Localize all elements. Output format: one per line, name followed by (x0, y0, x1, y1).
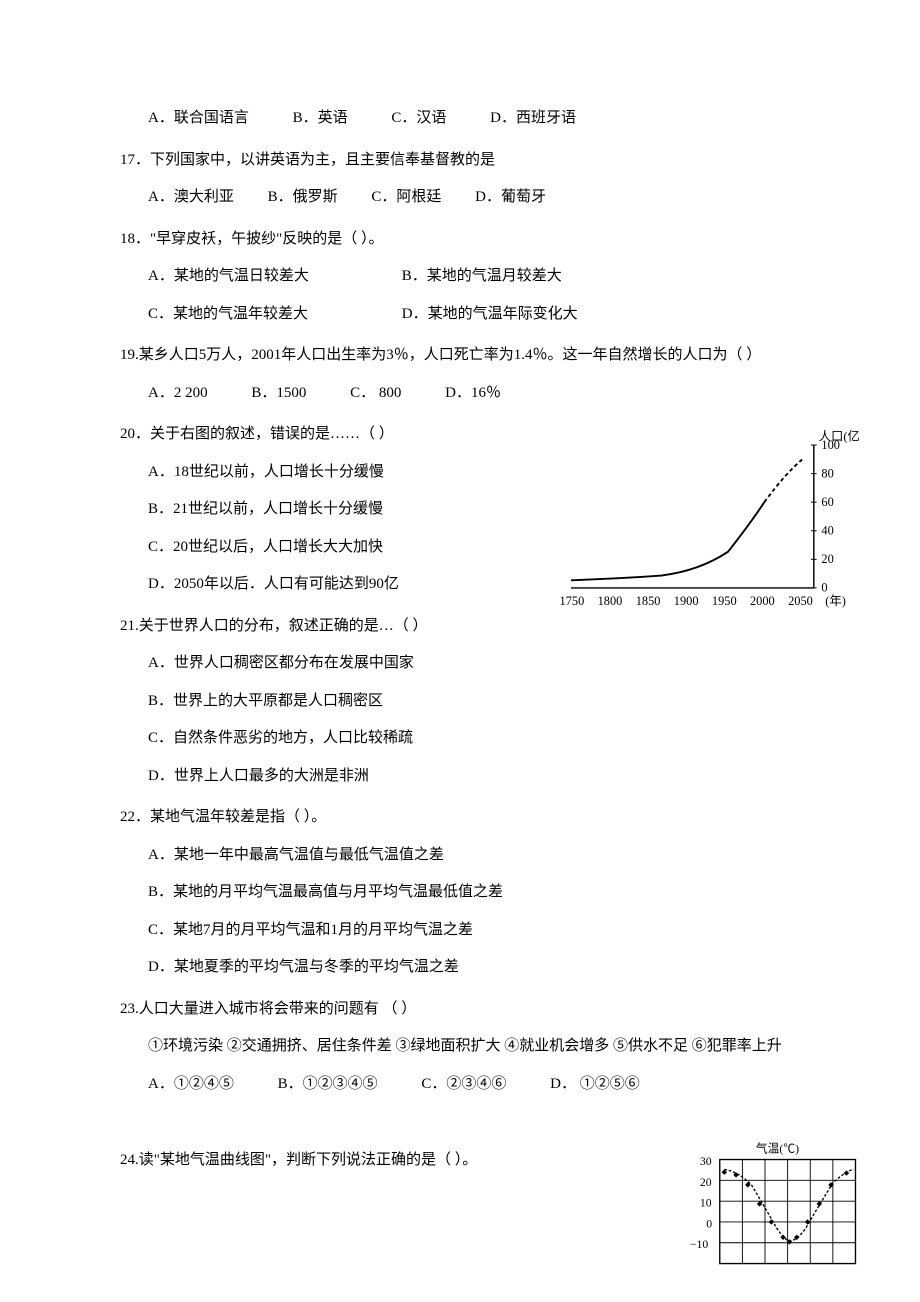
option-a: A．18世纪以前，人口增长十分缓慢 (120, 454, 520, 492)
option-a: A．①②④⑤ (148, 1066, 234, 1104)
option-d: D．16％ (445, 375, 501, 413)
svg-text:80: 80 (821, 466, 833, 480)
question-19: 19.某乡人口5万人，2001年人口出生率为3％，人口死亡率为1.4％。这一年自… (120, 337, 800, 412)
option-b: B．英语 (293, 100, 348, 138)
option-d: D．某地夏季的平均气温与冬季的平均气温之差 (120, 949, 800, 987)
option-d: D．2050年以后．人口有可能达到90亿 (120, 566, 520, 604)
chart2-ylabel: 气温(℃) (756, 1141, 799, 1155)
option-a: A．某地的气温日较差大 (148, 258, 398, 296)
svg-text:(年): (年) (825, 594, 846, 608)
option-a: A．澳大利亚 (148, 179, 234, 217)
chart2-grid (720, 1160, 856, 1264)
chart1-curve-dashed (764, 459, 802, 502)
svg-text:100: 100 (821, 438, 840, 452)
question-text: 20．关于右图的叙述，错误的是……（ ） (120, 416, 520, 454)
option-c: C．阿根廷 (371, 179, 441, 217)
svg-text:10: 10 (700, 1197, 712, 1210)
svg-text:1750: 1750 (560, 594, 585, 608)
svg-text:−10: −10 (690, 1238, 709, 1251)
option-c: C．某地7月的月平均气温和1月的月平均气温之差 (120, 912, 800, 950)
option-b: B．俄罗斯 (268, 179, 338, 217)
svg-text:0: 0 (706, 1217, 712, 1230)
question-18: 18．"早穿皮袄，午披纱"反映的是（ ）。 A．某地的气温日较差大 B．某地的气… (120, 221, 800, 334)
option-d: D．葡萄牙 (475, 179, 546, 217)
chart1-curve (571, 502, 764, 580)
question-text: 18．"早穿皮袄，午披纱"反映的是（ ）。 (120, 221, 800, 259)
option-b: B．21世纪以前，人口增长十分缓慢 (120, 491, 520, 529)
option-c: C．自然条件恶劣的地方，人口比较稀疏 (120, 720, 800, 758)
option-d: D． ①②⑤⑥ (550, 1066, 640, 1104)
svg-text:1900: 1900 (674, 594, 699, 608)
option-b: B．某地的气温月较差大 (402, 268, 562, 284)
option-d: D．某地的气温年际变化大 (402, 306, 578, 322)
question-text: 23.人口大量进入城市将会带来的问题有 （ ） (120, 991, 800, 1029)
svg-text:1850: 1850 (636, 594, 661, 608)
svg-text:20: 20 (700, 1176, 712, 1189)
option-a: A．联合国语言 (148, 100, 249, 138)
option-c: C． 800 (350, 375, 401, 413)
chart1-xticks: 1750 1800 1850 1900 1950 2000 2050 (年) (560, 594, 846, 608)
svg-text:0: 0 (821, 581, 827, 595)
population-chart: 人口(亿) 0 20 40 60 80 100 1750 1800 1850 1… (520, 426, 860, 626)
question-24: 24.读"某地气温曲线图"，判断下列说法正确的是（ ）。 气温(℃) 30 20… (120, 1142, 800, 1180)
svg-text:30: 30 (700, 1155, 712, 1168)
temperature-chart: 气温(℃) 30 20 10 0 −10 (670, 1132, 860, 1292)
svg-text:60: 60 (821, 495, 833, 509)
svg-text:20: 20 (821, 552, 833, 566)
question-17: 17．下列国家中，以讲英语为主，且主要信奉基督教的是 A．澳大利亚 B．俄罗斯 … (120, 142, 800, 217)
question-20: 20．关于右图的叙述，错误的是……（ ） A．18世纪以前，人口增长十分缓慢 B… (120, 416, 800, 604)
option-c: C．②③④⑥ (421, 1066, 506, 1104)
svg-text:1800: 1800 (598, 594, 623, 608)
svg-text:40: 40 (821, 524, 833, 538)
question-22: 22．某地气温年较差是指（ ）。 A．某地一年中最高气温值与最低气温值之差 B．… (120, 799, 800, 987)
chart1-yticks: 0 20 40 60 80 100 (811, 438, 840, 595)
option-b: B．①②③④⑤ (278, 1066, 378, 1104)
question-text: 17．下列国家中，以讲英语为主，且主要信奉基督教的是 (120, 142, 800, 180)
question-21: 21.关于世界人口的分布，叙述正确的是…（ ） A．世界人口稠密区都分布在发展中… (120, 608, 800, 796)
option-d: D．世界上人口最多的大洲是非洲 (120, 758, 800, 796)
option-b: B．世界上的大平原都是人口稠密区 (120, 683, 800, 721)
option-b: B．某地的月平均气温最高值与月平均气温最低值之差 (120, 874, 800, 912)
svg-text:2050: 2050 (788, 594, 813, 608)
option-a: A．某地一年中最高气温值与最低气温值之差 (120, 837, 800, 875)
question-text: 24.读"某地气温曲线图"，判断下列说法正确的是（ ）。 (120, 1142, 600, 1180)
option-a: A．世界人口稠密区都分布在发展中国家 (120, 645, 800, 683)
question-16: A．联合国语言 B．英语 C．汉语 D．西班牙语 (120, 100, 800, 138)
option-c: C．20世纪以后，人口增长大大加快 (120, 529, 520, 567)
option-c: C．某地的气温年较差大 (148, 296, 398, 334)
option-d: D．西班牙语 (490, 100, 576, 138)
question-23: 23.人口大量进入城市将会带来的问题有 （ ） ①环境污染 ②交通拥挤、居住条件… (120, 991, 800, 1104)
chart2-yticks: 30 20 10 0 −10 (690, 1155, 712, 1251)
question-text: 19.某乡人口5万人，2001年人口出生率为3％，人口死亡率为1.4％。这一年自… (120, 337, 800, 375)
svg-text:2000: 2000 (750, 594, 775, 608)
svg-text:1950: 1950 (712, 594, 737, 608)
option-a: A．2 200 (148, 375, 208, 413)
question-text: 22．某地气温年较差是指（ ）。 (120, 799, 800, 837)
option-b: B．1500 (251, 375, 306, 413)
question-sub: ①环境污染 ②交通拥挤、居住条件差 ③绿地面积扩大 ④就业机会增多 ⑤供水不足 … (120, 1028, 800, 1066)
option-c: C．汉语 (391, 100, 446, 138)
